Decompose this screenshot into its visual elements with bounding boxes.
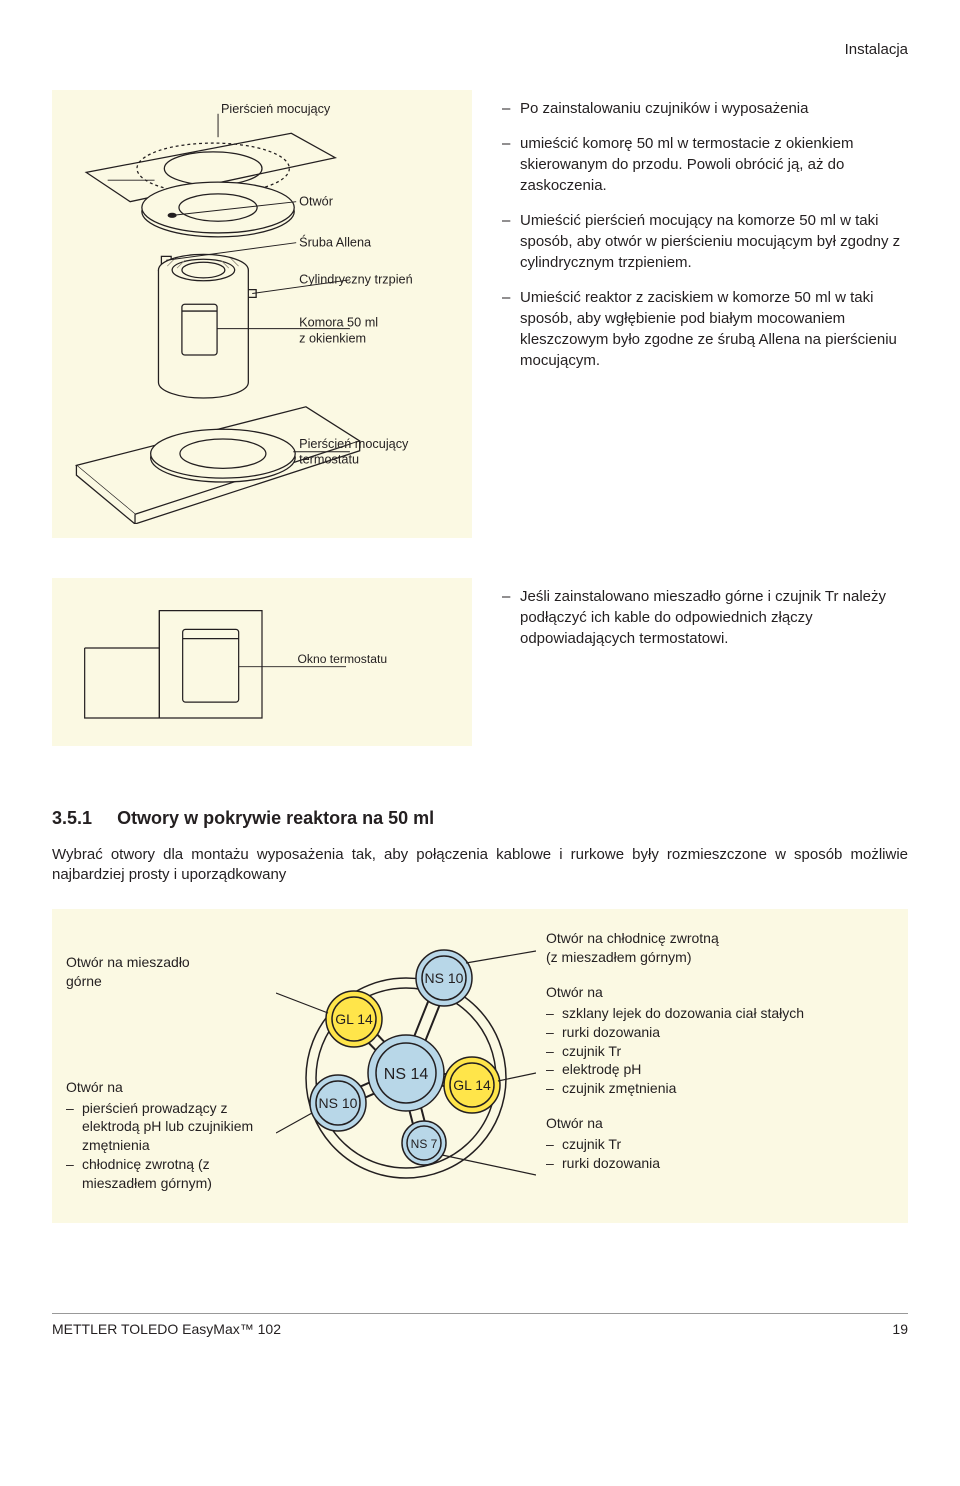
label-stem: Cylindryczny trzpień: [299, 273, 413, 287]
sublist-item: szklany lejek do dozowania ciał stałych: [546, 1004, 894, 1023]
figure-1-row: Pierścień mocujący Otwór Śruba Allena Cy…: [52, 90, 908, 538]
port-gl14-left: GL 14: [335, 1011, 373, 1027]
label-screw: Śruba Allena: [299, 235, 372, 250]
label-thermo-window: Okno termostatu: [297, 652, 387, 666]
sublist-item: elektrodę pH: [546, 1060, 894, 1079]
section-number: 3.5.1: [52, 808, 92, 828]
section-heading: 3.5.1 Otwory w pokrywie reaktora na 50 m…: [52, 806, 908, 830]
label-bottom-ring-l2: termostatu: [299, 453, 359, 467]
port-labels-right: Otwór na chłodnicę zwrotną (z mieszadłem…: [546, 923, 894, 1203]
step-item: Jeśli zainstalowano mieszadło górne i cz…: [502, 586, 908, 649]
sublist-item: czujnik zmętnienia: [546, 1079, 894, 1098]
step-item: umieścić komorę 50 ml w termostacie z ok…: [502, 133, 908, 196]
label-right-top: Otwór na chłodnicę zwrotną (z mieszadłem…: [546, 929, 894, 967]
section-title-text: Otwory w pokrywie reaktora na 50 ml: [117, 808, 434, 828]
thermostat-window-diagram: Okno termostatu: [66, 592, 458, 732]
step-item: Umieścić pierścień mocujący na komorze 5…: [502, 210, 908, 273]
page-section-header: Instalacja: [52, 40, 908, 60]
assembly-diagram: Pierścień mocujący Otwór Śruba Allena Cy…: [66, 104, 458, 524]
label-hole: Otwór: [299, 195, 334, 209]
figure-2-row: Okno termostatu Jeśli zainstalowano mies…: [52, 578, 908, 746]
sublist-item: rurki dozowania: [546, 1023, 894, 1042]
label-bottom-ring-l1: Pierścień mocujący: [299, 437, 409, 451]
label-right-bot: Otwór na czujnik Tr rurki dozowania: [546, 1114, 894, 1173]
section-title: Instalacja: [845, 41, 908, 58]
port-gl14-right: GL 14: [453, 1077, 491, 1093]
port-labels-left: Otwór na mieszadło górne Otwór na pierśc…: [66, 923, 266, 1203]
reactor-lid-svg: NS 10 GL 14 NS 14 GL 14 NS 10 NS 7: [276, 923, 536, 1203]
step-item: Po zainstalowaniu czujników i wyposażeni…: [502, 98, 908, 119]
sublist-item: czujnik Tr: [546, 1135, 894, 1154]
figure-1-steps: Po zainstalowaniu czujników i wyposażeni…: [502, 90, 908, 538]
port-ns10-top: NS 10: [425, 970, 464, 986]
page-footer: METTLER TOLEDO EasyMax™ 102 19: [52, 1313, 908, 1339]
label-chamber-l1: Komora 50 ml: [299, 316, 378, 330]
port-ns10-left: NS 10: [319, 1095, 358, 1111]
footer-page-number: 19: [892, 1320, 908, 1339]
footer-product: METTLER TOLEDO EasyMax™ 102: [52, 1320, 281, 1339]
sublist-item: pierścień prowadzący z elektrodą pH lub …: [66, 1099, 266, 1156]
figure-1: Pierścień mocujący Otwór Śruba Allena Cy…: [52, 90, 472, 538]
label-mixer-hole: Otwór na mieszadło górne: [66, 953, 266, 991]
sublist-item: chłodnicę zwrotną (z mieszadłem górnym): [66, 1155, 266, 1193]
figure-2: Okno termostatu: [52, 578, 472, 746]
label-bottom-left: Otwór na pierścień prowadzący z elektrod…: [66, 1078, 266, 1193]
port-ns14: NS 14: [384, 1066, 429, 1083]
sublist-item: rurki dozowania: [546, 1154, 894, 1173]
figure-2-steps: Jeśli zainstalowano mieszadło górne i cz…: [502, 578, 908, 746]
sublist-item: czujnik Tr: [546, 1042, 894, 1061]
label-right-mid: Otwór na szklany lejek do dozowania ciał…: [546, 983, 894, 1098]
port-ns7: NS 7: [411, 1137, 438, 1151]
step-item: Umieścić reaktor z zaciskiem w komorze 5…: [502, 287, 908, 371]
label-ring: Pierścień mocujący: [221, 104, 331, 116]
section-intro: Wybrać otwory dla montażu wyposażenia ta…: [52, 845, 908, 886]
port-diagram-row: Otwór na mieszadło górne Otwór na pierśc…: [52, 909, 908, 1223]
label-chamber-l2: z okienkiem: [299, 332, 366, 346]
port-diagram: NS 10 GL 14 NS 14 GL 14 NS 10 NS 7: [276, 923, 536, 1203]
